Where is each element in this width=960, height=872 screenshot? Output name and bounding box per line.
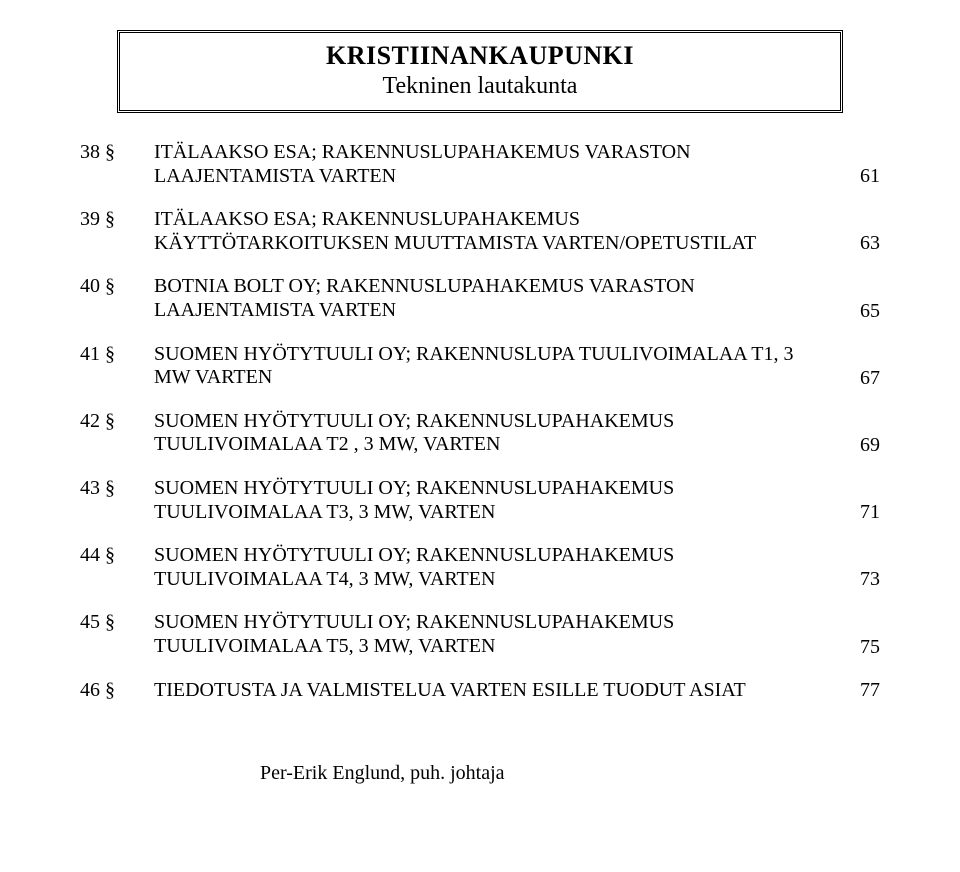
toc-title-line: ITÄLAAKSO ESA; RAKENNUSLUPAHAKEMUS [154, 208, 580, 230]
header-box: KRISTIINANKAUPUNKI Tekninen lautakunta [117, 30, 843, 113]
toc-number: 42 § [80, 410, 154, 433]
toc-title-line: TUULIVOIMALAA T4, 3 MW, VARTEN [154, 568, 495, 590]
toc-number: 44 § [80, 544, 154, 567]
toc-page: 67 [840, 367, 880, 390]
toc-row: 38 § ITÄLAAKSO ESA; RAKENNUSLUPAHAKEMUS … [80, 141, 880, 188]
toc-row: 46 § TIEDOTUSTA JA VALMISTELUA VARTEN ES… [80, 679, 880, 703]
footer-text: Per-Erik Englund, puh. johtaja [260, 762, 880, 785]
toc-title-line: LAAJENTAMISTA VARTEN [154, 165, 396, 187]
toc-title: TIEDOTUSTA JA VALMISTELUA VARTEN ESILLE … [154, 679, 840, 703]
toc-number: 39 § [80, 208, 154, 231]
toc-number: 38 § [80, 141, 154, 164]
toc-list: 38 § ITÄLAAKSO ESA; RAKENNUSLUPAHAKEMUS … [80, 141, 880, 702]
toc-page: 73 [840, 568, 880, 591]
toc-title-line: TUULIVOIMALAA T5, 3 MW, VARTEN [154, 635, 495, 657]
toc-title-line: MW VARTEN [154, 366, 272, 388]
toc-row: 40 § BOTNIA BOLT OY; RAKENNUSLUPAHAKEMUS… [80, 275, 880, 322]
toc-title-line: TIEDOTUSTA JA VALMISTELUA VARTEN ESILLE … [154, 679, 746, 701]
toc-title-line: BOTNIA BOLT OY; RAKENNUSLUPAHAKEMUS VARA… [154, 275, 695, 297]
toc-number: 45 § [80, 611, 154, 634]
header-line1: KRISTIINANKAUPUNKI [120, 41, 840, 71]
toc-row: 41 § SUOMEN HYÖTYTUULI OY; RAKENNUSLUPA … [80, 343, 880, 390]
toc-title: SUOMEN HYÖTYTUULI OY; RAKENNUSLUPA TUULI… [154, 343, 840, 390]
toc-title: SUOMEN HYÖTYTUULI OY; RAKENNUSLUPAHAKEMU… [154, 410, 840, 457]
toc-title-line: SUOMEN HYÖTYTUULI OY; RAKENNUSLUPAHAKEMU… [154, 477, 674, 499]
toc-page: 71 [840, 501, 880, 524]
toc-title-line: SUOMEN HYÖTYTUULI OY; RAKENNUSLUPA TUULI… [154, 343, 793, 365]
toc-number: 40 § [80, 275, 154, 298]
toc-title: BOTNIA BOLT OY; RAKENNUSLUPAHAKEMUS VARA… [154, 275, 840, 322]
toc-title: ITÄLAAKSO ESA; RAKENNUSLUPAHAKEMUS VARAS… [154, 141, 840, 188]
toc-page: 69 [840, 434, 880, 457]
toc-title-line: SUOMEN HYÖTYTUULI OY; RAKENNUSLUPAHAKEMU… [154, 611, 674, 633]
toc-title-line: TUULIVOIMALAA T2 , 3 MW, VARTEN [154, 433, 500, 455]
toc-title-line: SUOMEN HYÖTYTUULI OY; RAKENNUSLUPAHAKEMU… [154, 544, 674, 566]
toc-row: 42 § SUOMEN HYÖTYTUULI OY; RAKENNUSLUPAH… [80, 410, 880, 457]
toc-page: 63 [840, 232, 880, 255]
toc-number: 46 § [80, 679, 154, 702]
toc-row: 45 § SUOMEN HYÖTYTUULI OY; RAKENNUSLUPAH… [80, 611, 880, 658]
toc-title-line: LAAJENTAMISTA VARTEN [154, 299, 396, 321]
toc-row: 43 § SUOMEN HYÖTYTUULI OY; RAKENNUSLUPAH… [80, 477, 880, 524]
toc-page: 65 [840, 300, 880, 323]
toc-row: 39 § ITÄLAAKSO ESA; RAKENNUSLUPAHAKEMUS … [80, 208, 880, 255]
toc-title: SUOMEN HYÖTYTUULI OY; RAKENNUSLUPAHAKEMU… [154, 544, 840, 591]
toc-page: 61 [840, 165, 880, 188]
toc-title-line: KÄYTTÖTARKOITUKSEN MUUTTAMISTA VARTEN/OP… [154, 232, 756, 254]
toc-title: SUOMEN HYÖTYTUULI OY; RAKENNUSLUPAHAKEMU… [154, 611, 840, 658]
toc-row: 44 § SUOMEN HYÖTYTUULI OY; RAKENNUSLUPAH… [80, 544, 880, 591]
toc-title-line: TUULIVOIMALAA T3, 3 MW, VARTEN [154, 501, 495, 523]
toc-number: 41 § [80, 343, 154, 366]
toc-page: 75 [840, 636, 880, 659]
header-line2: Tekninen lautakunta [120, 73, 840, 100]
toc-title-line: SUOMEN HYÖTYTUULI OY; RAKENNUSLUPAHAKEMU… [154, 410, 674, 432]
toc-title: SUOMEN HYÖTYTUULI OY; RAKENNUSLUPAHAKEMU… [154, 477, 840, 524]
page: KRISTIINANKAUPUNKI Tekninen lautakunta 3… [0, 0, 960, 872]
toc-number: 43 § [80, 477, 154, 500]
toc-title: ITÄLAAKSO ESA; RAKENNUSLUPAHAKEMUS KÄYTT… [154, 208, 840, 255]
toc-page: 77 [840, 679, 880, 702]
toc-title-line: ITÄLAAKSO ESA; RAKENNUSLUPAHAKEMUS VARAS… [154, 141, 691, 163]
